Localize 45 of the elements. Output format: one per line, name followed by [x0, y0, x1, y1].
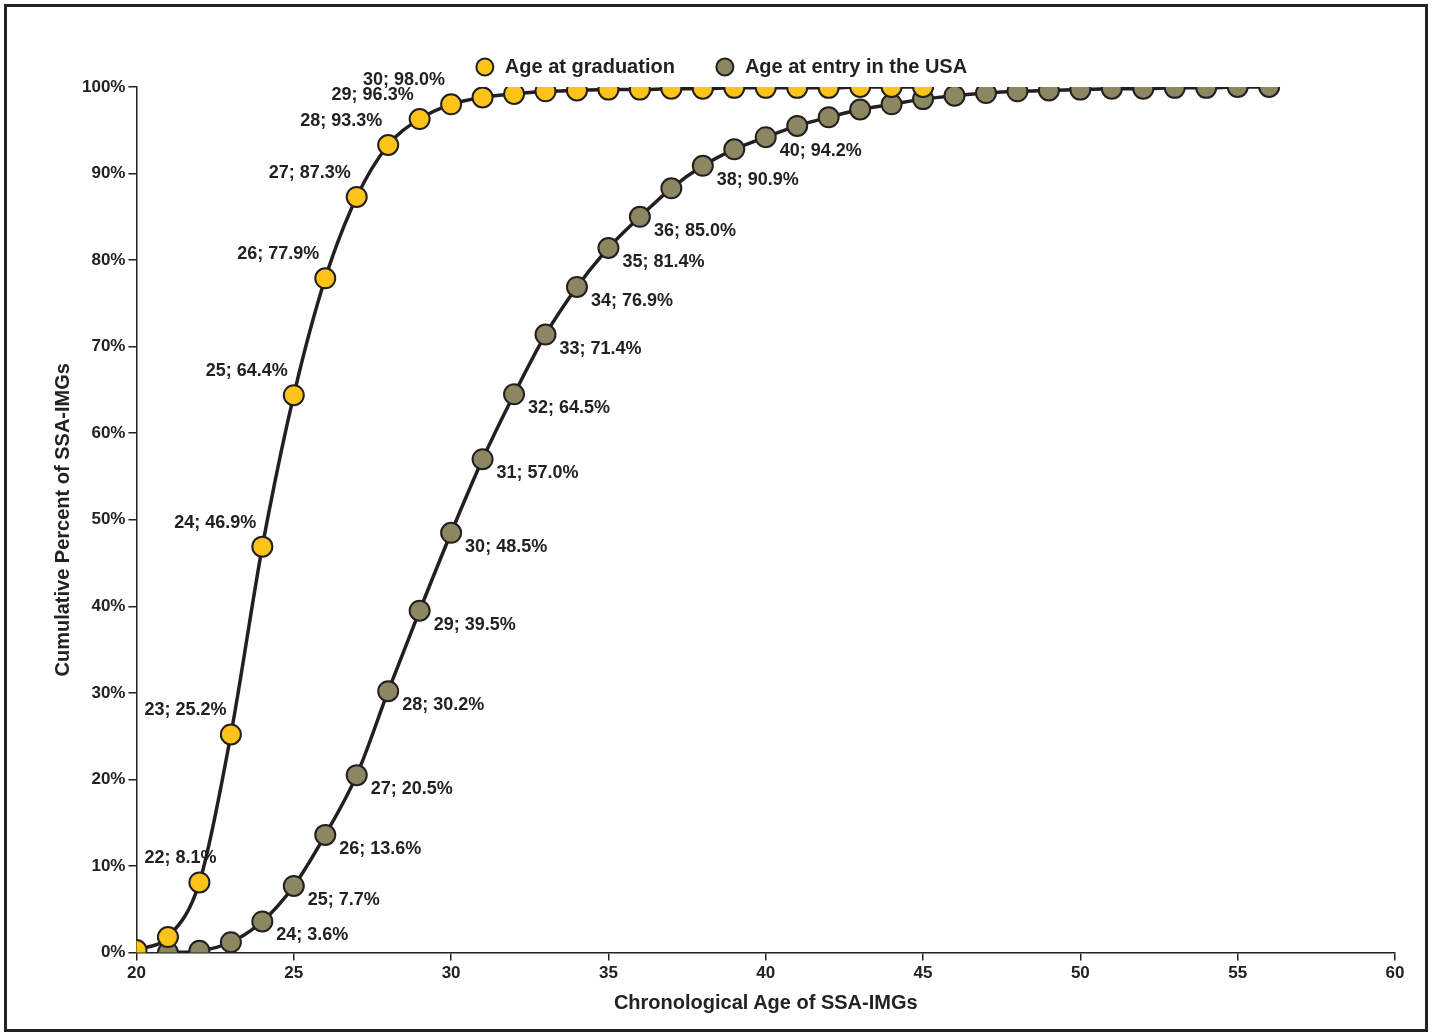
- y-tick-label: 70%: [91, 336, 126, 356]
- data-label: 32; 64.5%: [528, 397, 611, 418]
- x-tick-label: 55: [1228, 963, 1248, 983]
- y-tick-label: 90%: [91, 163, 126, 183]
- data-label: 34; 76.9%: [590, 289, 674, 310]
- legend-label: Age at graduation: [504, 54, 675, 77]
- data-label: 26; 77.9%: [237, 243, 320, 264]
- x-tick-label: 50: [1070, 963, 1090, 983]
- data-label: 24; 3.6%: [276, 924, 349, 945]
- data-label: 24; 46.9%: [174, 511, 257, 532]
- data-label: 29; 39.5%: [433, 613, 516, 634]
- data-label: 38; 90.9%: [716, 168, 799, 189]
- data-label: 25; 7.7%: [307, 888, 380, 909]
- data-label: 25; 64.4%: [205, 360, 288, 381]
- y-tick-label: 40%: [91, 596, 126, 616]
- y-tick-label: 80%: [91, 249, 126, 269]
- x-tick-label: 35: [598, 963, 618, 983]
- data-label: 28; 93.3%: [300, 109, 383, 130]
- y-tick-label: 30%: [91, 682, 126, 702]
- legend-label: Age at entry in the USA: [744, 54, 968, 77]
- data-label: 33; 71.4%: [559, 337, 642, 358]
- y-tick-label: 20%: [91, 769, 126, 789]
- data-label: 30; 48.5%: [465, 535, 548, 556]
- x-tick-label: 40: [756, 963, 776, 983]
- data-label: 26; 13.6%: [339, 837, 422, 858]
- data-label: 36; 85.0%: [653, 219, 736, 240]
- y-tick-label: 100%: [82, 76, 126, 96]
- x-tick-label: 20: [127, 963, 146, 983]
- x-tick-label: 60: [1385, 963, 1405, 983]
- x-axis-title: Chronological Age of SSA-IMGs: [613, 990, 918, 1013]
- y-axis-title: Cumulative Percent of SSA-IMGs: [50, 363, 73, 677]
- y-tick-label: 50%: [91, 509, 126, 529]
- data-label: 35; 81.4%: [622, 250, 705, 271]
- y-tick-label: 60%: [91, 422, 126, 442]
- y-tick-label: 0%: [100, 942, 126, 962]
- x-tick-label: 45: [913, 963, 933, 983]
- data-label: 27; 87.3%: [268, 161, 351, 182]
- y-tick-label: 10%: [91, 855, 126, 875]
- data-label: 40; 94.2%: [779, 140, 862, 161]
- data-label: 31; 57.0%: [496, 462, 579, 483]
- data-label: 28; 30.2%: [402, 694, 485, 715]
- x-tick-label: 25: [284, 963, 304, 983]
- data-label: 23; 25.2%: [144, 699, 227, 720]
- x-tick-label: 30: [441, 963, 461, 983]
- data-label: 27; 20.5%: [370, 778, 453, 799]
